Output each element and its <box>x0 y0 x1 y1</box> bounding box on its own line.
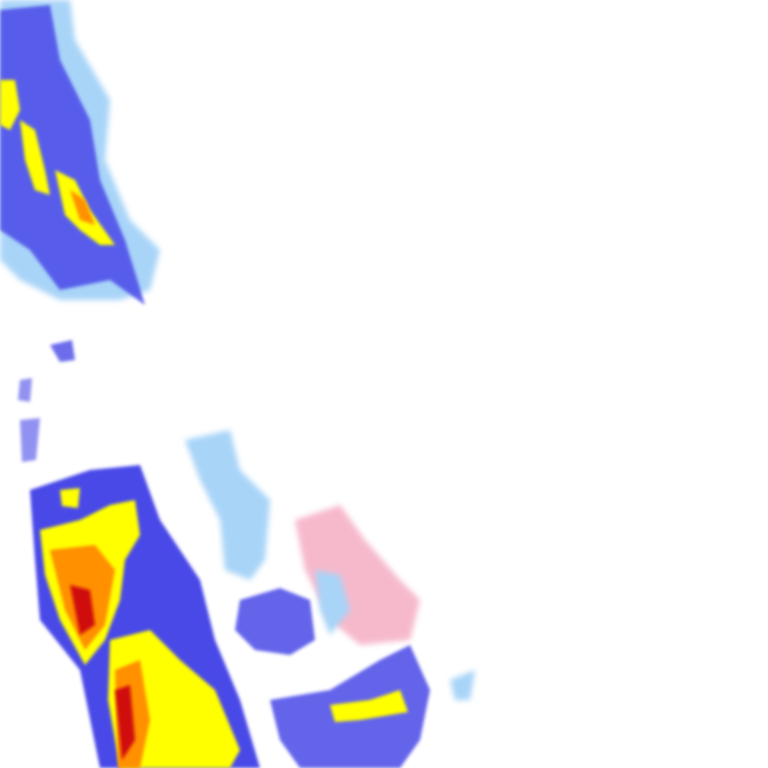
echo-small-1 <box>50 340 75 362</box>
echo-light-center <box>185 430 270 580</box>
echo-mixed <box>295 505 420 645</box>
echo-moderate-nw <box>0 5 145 305</box>
echo-heavy-nw-2 <box>20 120 50 195</box>
echo-heavy-nw-1 <box>0 80 20 130</box>
echo-extreme-sw <box>70 585 95 635</box>
echo-extreme-s <box>115 685 135 760</box>
echo-heavy-se <box>330 690 408 722</box>
echo-light-se <box>315 570 350 635</box>
echo-intense-nw <box>70 190 95 225</box>
echo-small-3 <box>20 418 40 462</box>
echo-small-2 <box>18 378 32 402</box>
echo-light-e <box>450 670 475 700</box>
echo-heavy-sw-2 <box>60 488 80 508</box>
echo-moderate-center <box>235 588 315 655</box>
